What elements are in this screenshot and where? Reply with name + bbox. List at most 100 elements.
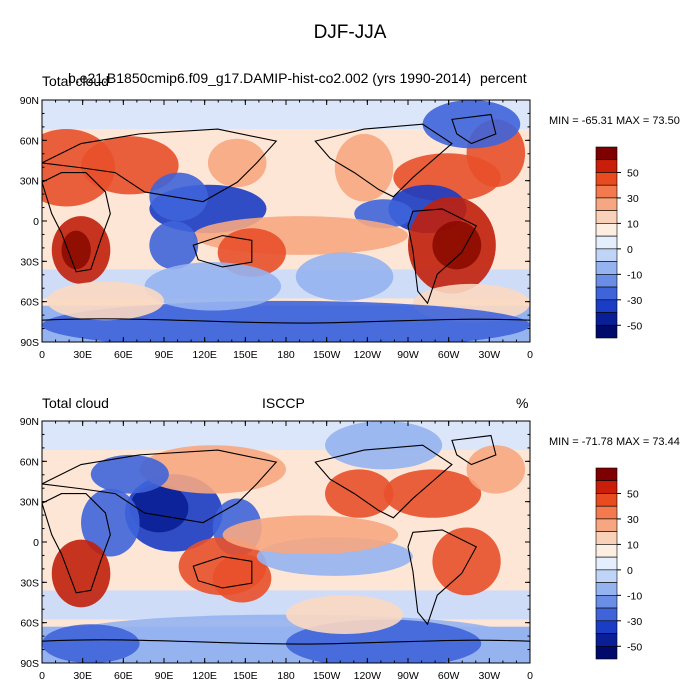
field-blob (334, 133, 394, 202)
x-tick-label: 120E (192, 670, 217, 682)
coastline-antarctica (42, 318, 530, 324)
colorbar-box (595, 235, 618, 250)
x-tick-label: 150W (313, 670, 341, 682)
y-tick-label: 90N (20, 95, 39, 107)
field-blob (129, 483, 189, 533)
x-tick-label: 90E (155, 349, 174, 361)
colorbar-label: 50 (627, 488, 639, 500)
y-tick-label: 90N (20, 416, 39, 428)
panel1-right-label: percent (480, 70, 527, 86)
colorbar-box (595, 223, 618, 237)
y-tick-label: 60N (20, 135, 39, 147)
x-tick-label: 90W (397, 670, 419, 682)
colorbar-box (595, 197, 618, 211)
figure-title: DJF-JJA (313, 22, 387, 43)
map-field (42, 421, 530, 663)
field-blob (61, 230, 91, 270)
colorbar-box (595, 299, 618, 313)
x-tick-label: 60E (114, 670, 133, 682)
panel2-colorbar: 50 30 10 0 -10 -30 -50 (595, 467, 642, 660)
coastline (192, 555, 253, 589)
colorbar-label: -30 (627, 295, 642, 307)
y-tick-label: 30S (20, 577, 39, 589)
x-tick-label: 120W (354, 349, 382, 361)
x-tick-label: 30E (73, 349, 92, 361)
field-blob (139, 445, 286, 494)
field-blob (51, 539, 111, 608)
colorbar-box (595, 633, 618, 647)
x-tick-label: 0 (39, 349, 45, 361)
field-blob (286, 595, 404, 634)
field-blob (432, 221, 482, 270)
x-tick-label: 0 (527, 349, 533, 361)
coastline (42, 449, 278, 524)
x-tick-label: 120E (192, 349, 217, 361)
panel2-left-label: Total cloud (42, 395, 109, 411)
panel2-minmax: MIN = -71.78 MAX = 73.44 (549, 436, 680, 448)
colorbar-box (595, 569, 618, 583)
colorbar-box (595, 505, 618, 520)
x-tick-label: 150E (233, 349, 258, 361)
field-blob (90, 454, 169, 494)
y-tick-label: 90S (20, 658, 39, 670)
colorbar-box (595, 620, 618, 634)
panel1-center-label: b.e21.B1850cmip6.f09_g17.DAMIP-hist-co2.… (68, 70, 472, 86)
colorbar-box (595, 531, 618, 545)
coastline (192, 234, 253, 268)
colorbar-label: 30 (627, 193, 639, 205)
colorbar-box (595, 210, 618, 224)
x-tick-label: 180 (277, 349, 295, 361)
colorbar-label: 10 (627, 539, 639, 551)
field-blob (325, 421, 443, 470)
colorbar-box (595, 518, 618, 532)
colorbar-box (595, 261, 618, 275)
colorbar-label: 10 (627, 218, 639, 230)
map-field (42, 100, 530, 342)
x-tick-label: 150E (233, 670, 258, 682)
y-tick-label: 60S (20, 618, 39, 630)
colorbar-box (595, 645, 618, 660)
x-tick-label: 90W (397, 349, 419, 361)
x-tick-label: 60E (114, 349, 133, 361)
colorbar-box (595, 467, 618, 482)
x-tick-label: 30W (479, 349, 501, 361)
y-tick-label: 60N (20, 456, 39, 468)
panel1-minmax: MIN = -65.31 MAX = 73.50 (549, 115, 680, 127)
x-tick-label: 120W (354, 670, 382, 682)
colorbar-label: 0 (627, 565, 633, 577)
colorbar-box (595, 172, 618, 186)
coastline (407, 529, 478, 626)
y-tick-label: 60S (20, 297, 39, 309)
field-blob (207, 138, 267, 188)
colorbar-box (595, 159, 618, 173)
colorbar-box (595, 556, 618, 571)
coastline (407, 208, 478, 305)
field-blob (42, 300, 530, 342)
field-blob (466, 445, 526, 494)
coastline (451, 113, 497, 145)
colorbar-box (595, 274, 618, 288)
colorbar-label: 30 (627, 514, 639, 526)
x-tick-label: 60W (438, 670, 460, 682)
colorbar-box (595, 480, 618, 494)
x-tick-label: 30E (73, 670, 92, 682)
coastline (451, 434, 497, 466)
colorbar-label: 50 (627, 167, 639, 179)
y-tick-label: 30S (20, 256, 39, 268)
field-blob (81, 488, 140, 557)
panel2-center-label: ISCCP (262, 395, 305, 411)
x-tick-label: 0 (39, 670, 45, 682)
colorbar-label: -10 (627, 269, 642, 281)
panel1-left-label: Total cloud (42, 73, 109, 89)
y-tick-label: 0 (33, 537, 39, 549)
colorbar-box (595, 286, 618, 301)
field-blob (325, 469, 394, 518)
colorbar-box (595, 248, 618, 262)
colorbar-box (595, 312, 618, 326)
y-tick-label: 30N (20, 176, 39, 188)
coastline (314, 123, 453, 198)
colorbar-label: -30 (627, 616, 642, 628)
colorbar-label: -50 (627, 641, 642, 653)
colorbar-box (595, 493, 618, 507)
